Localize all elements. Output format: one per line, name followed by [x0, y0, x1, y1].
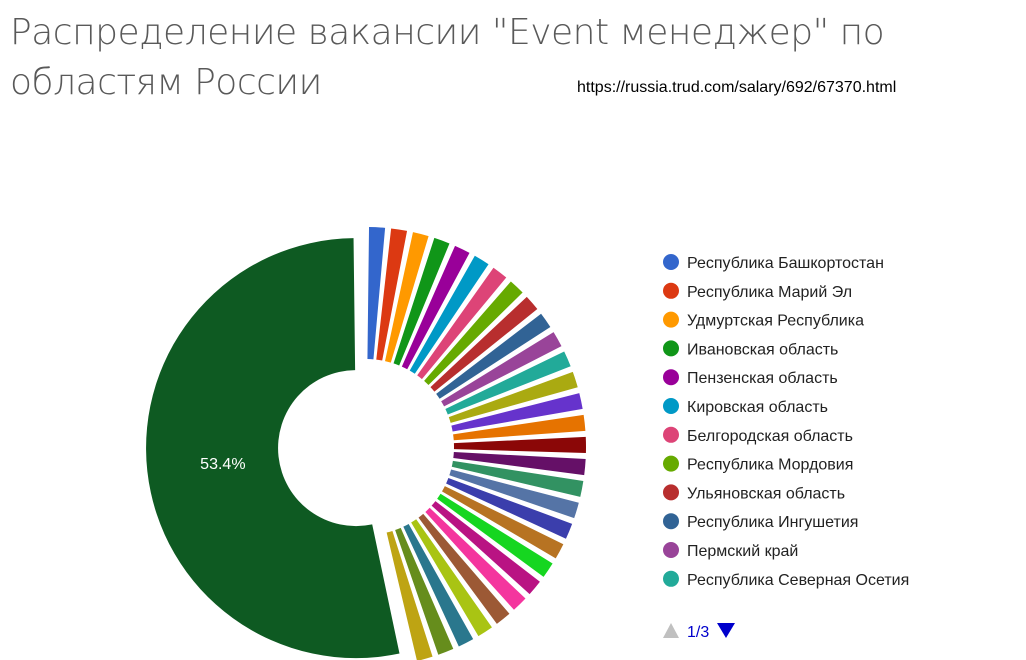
pie-slice[interactable]: [417, 267, 507, 380]
legend-swatch-icon: [663, 455, 679, 472]
pie-slice[interactable]: [453, 452, 586, 476]
legend-item-label: Кировская область: [687, 399, 828, 416]
legend-swatch-icon: [663, 513, 679, 530]
pie-slice[interactable]: [146, 238, 400, 659]
legend-swatch-icon: [663, 570, 679, 587]
pie-slice[interactable]: [425, 507, 526, 610]
legend-swatch-icon: [663, 426, 679, 443]
legend-swatch-icon: [663, 369, 679, 386]
pie-slice[interactable]: [453, 436, 586, 453]
pie-slice[interactable]: [393, 237, 450, 366]
pie-slice[interactable]: [411, 519, 492, 637]
pie-slice[interactable]: [395, 527, 454, 655]
legend-swatch-icon: [663, 542, 679, 558]
pie-slice[interactable]: [386, 530, 433, 660]
pie-slice[interactable]: [436, 313, 551, 399]
pie-slice[interactable]: [385, 232, 429, 363]
pie-slice[interactable]: [437, 493, 553, 577]
pie-slice[interactable]: [446, 477, 573, 539]
pie-slice[interactable]: [442, 486, 564, 559]
pie-slice[interactable]: [451, 393, 583, 432]
pie-slice[interactable]: [441, 332, 562, 407]
slice-percent-label: 53.4%: [200, 456, 245, 473]
legend-swatch-icon: [663, 282, 679, 299]
pie-slice[interactable]: [448, 371, 578, 423]
pie-slice[interactable]: [418, 513, 510, 624]
legend-swatch-icon: [663, 340, 679, 357]
source-url: https://russia.trud.com/salary/692/67370…: [577, 79, 897, 96]
pie-slice[interactable]: [401, 245, 470, 370]
legend-item-label: Пензенская область: [687, 370, 838, 387]
legend-item-label: Республика Марий Эл: [687, 284, 852, 301]
legend: Республика Башкортостан Республика Марий …: [663, 254, 909, 589]
legend-item-label: Республика Башкортостан: [687, 255, 884, 272]
legend-swatch-icon: [663, 398, 679, 414]
pie-slice[interactable]: [449, 469, 579, 519]
chart-title: Распределение вакансии "Event менеджер" …: [10, 12, 885, 103]
pie-slice[interactable]: [451, 460, 584, 497]
pie-slice[interactable]: [430, 296, 538, 392]
pager-up-icon[interactable]: [663, 623, 679, 638]
pie-slice[interactable]: [445, 351, 571, 415]
pie-slice[interactable]: [376, 228, 408, 361]
pie-slice[interactable]: [409, 255, 489, 374]
pie-slice[interactable]: [403, 523, 474, 647]
slice-labels: 53.4%: [200, 456, 245, 473]
legend-swatch-icon: [663, 254, 679, 270]
legend-item-label: Ивановская область: [687, 341, 838, 358]
legend-item-label: Ульяновская область: [687, 485, 845, 502]
pie-slices: [146, 227, 586, 660]
legend-swatch-icon: [663, 484, 679, 501]
legend-item-label: Белгородская область: [687, 428, 853, 445]
legend-item-label: Республика Мордовия: [687, 457, 853, 474]
legend-item-label: Республика Ингушетия: [687, 514, 858, 531]
legend-pager: 1/3: [663, 623, 735, 641]
pie-slice[interactable]: [453, 414, 586, 441]
pager-label: 1/3: [687, 624, 709, 641]
legend-item-label: Пермский край: [687, 543, 798, 560]
legend-item-label: Удмуртская Республика: [687, 313, 864, 330]
pie-slice[interactable]: [367, 227, 386, 360]
pager-down-icon[interactable]: [717, 623, 735, 638]
legend-item-label: Республика Северная Осетия: [687, 572, 909, 589]
pie-slice[interactable]: [431, 501, 540, 595]
pie-slice[interactable]: [424, 281, 523, 386]
legend-swatch-icon: [663, 311, 679, 328]
